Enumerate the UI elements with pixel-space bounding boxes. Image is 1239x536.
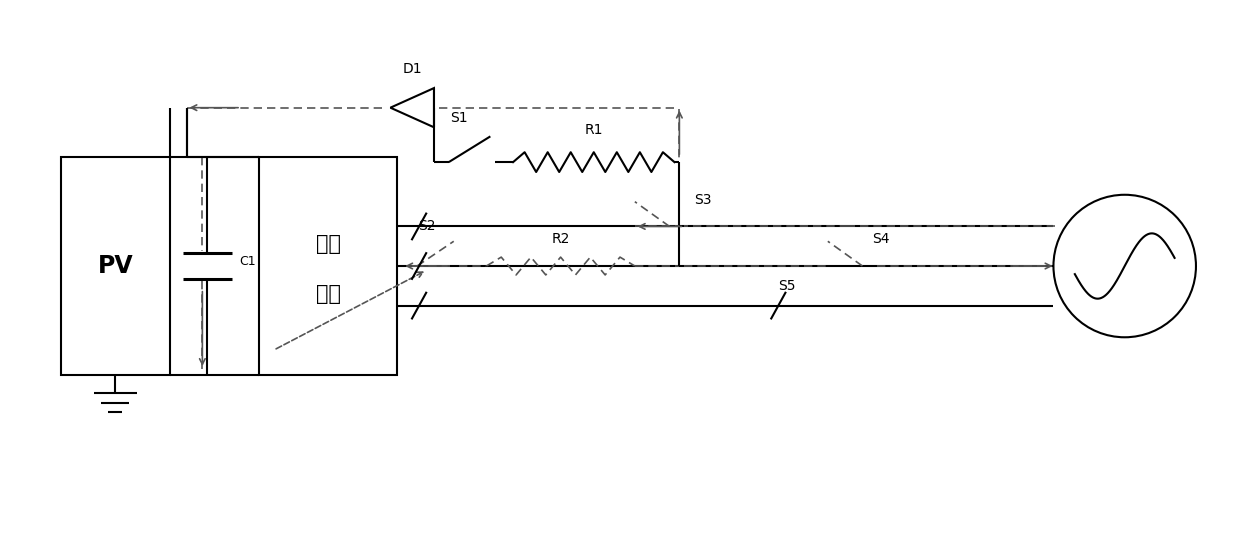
Text: S2: S2: [419, 219, 436, 233]
Text: R2: R2: [551, 232, 570, 246]
Text: S4: S4: [872, 232, 890, 246]
Text: 单元: 单元: [316, 284, 341, 304]
Text: 逆变: 逆变: [316, 234, 341, 254]
Text: S1: S1: [450, 110, 467, 124]
Text: S3: S3: [694, 192, 711, 207]
Polygon shape: [390, 88, 434, 127]
Bar: [259, 157, 398, 375]
Text: PV: PV: [98, 254, 133, 278]
Text: D1: D1: [403, 62, 422, 76]
Bar: [61, 157, 170, 375]
Text: C1: C1: [239, 255, 255, 267]
Circle shape: [1053, 195, 1196, 337]
Text: R1: R1: [585, 123, 603, 137]
Text: S5: S5: [778, 279, 795, 293]
